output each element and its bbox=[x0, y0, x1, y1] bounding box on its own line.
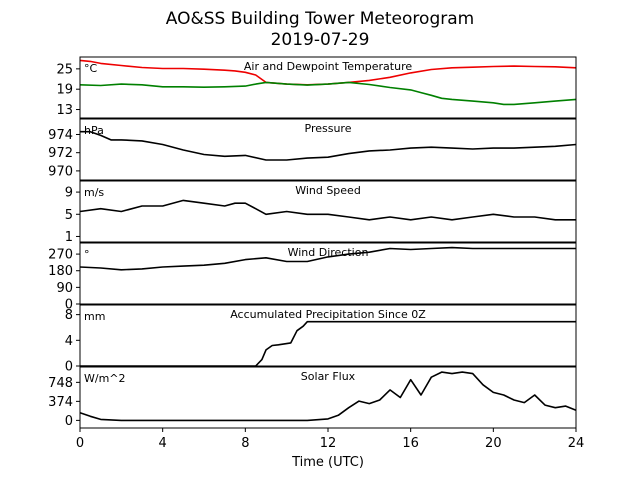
panel-1-ytick-label-0: 970 bbox=[48, 164, 73, 179]
panel-3-ytick-label-3: 270 bbox=[48, 248, 73, 263]
panel-3-frame bbox=[79, 242, 577, 305]
panel-2-ytick-label-2: 9 bbox=[65, 186, 73, 201]
panel-5-ytick-label-1: 374 bbox=[48, 395, 73, 410]
xtick-label-5: 20 bbox=[485, 436, 502, 451]
panel-3-series-0 bbox=[79, 246, 576, 271]
panel-0-ytick-label-2: 25 bbox=[56, 62, 73, 77]
panel-2-unit: m/s bbox=[84, 186, 104, 199]
panel-4-ytick-label-0: 0 bbox=[65, 360, 73, 375]
panel-1-unit: hPa bbox=[84, 124, 104, 137]
panel-0-unit: °C bbox=[84, 62, 98, 75]
chart-title-line1: AO&SS Building Tower Meteorogram bbox=[166, 9, 474, 29]
panel-4-title: Accumulated Precipitation Since 0Z bbox=[230, 308, 426, 321]
chart-title-line2: 2019-07-29 bbox=[271, 30, 370, 50]
panel-1-frame bbox=[79, 118, 577, 181]
x-axis: 0 4 8 12 16 20 24 bbox=[76, 428, 584, 451]
xtick-label-1: 4 bbox=[159, 436, 167, 451]
panel-3-unit: ° bbox=[84, 248, 90, 261]
panel-3-ytick-label-2: 180 bbox=[48, 264, 73, 279]
panel-2-ytick-label-1: 5 bbox=[65, 208, 73, 223]
panel-5-title: Solar Flux bbox=[301, 370, 356, 383]
xtick-label-6: 24 bbox=[568, 436, 585, 451]
panel-2-frame bbox=[79, 180, 577, 243]
panel-2-title: Wind Speed bbox=[295, 184, 361, 197]
panel-5-ytick-label-0: 0 bbox=[65, 414, 73, 429]
panel-2-ytick-label-0: 1 bbox=[65, 230, 73, 245]
panel-5-series-0 bbox=[79, 371, 577, 422]
panel-4-ytick-label-2: 8 bbox=[65, 308, 73, 323]
panel-1-ytick-label-1: 972 bbox=[48, 146, 73, 161]
panel-3-title: Wind Direction bbox=[288, 246, 369, 259]
panel-1-ytick-label-2: 974 bbox=[48, 128, 73, 143]
xtick-label-2: 8 bbox=[241, 436, 249, 451]
panel-5-ytick-label-2: 748 bbox=[48, 376, 73, 391]
panel-4-series-0 bbox=[80, 320, 576, 367]
xtick-label-3: 12 bbox=[320, 436, 337, 451]
panel-1-title: Pressure bbox=[305, 122, 352, 135]
panel-2-series-0 bbox=[79, 199, 576, 221]
panel-0-title: Air and Dewpoint Temperature bbox=[244, 60, 412, 73]
panel-4-frame bbox=[79, 304, 577, 367]
panel-4-ytick-label-1: 4 bbox=[65, 334, 73, 349]
panel-0-series-1 bbox=[79, 81, 577, 106]
panel-4-unit: mm bbox=[84, 310, 105, 323]
panel-0-ytick-label-0: 13 bbox=[56, 103, 73, 118]
xtick-label-0: 0 bbox=[76, 436, 84, 451]
panel-3-ytick-label-0: 0 bbox=[65, 298, 73, 313]
xtick-label-4: 16 bbox=[402, 436, 419, 451]
panel-0-frame bbox=[79, 56, 577, 119]
panel-0-ytick-label-1: 19 bbox=[56, 83, 73, 98]
panel-3-ytick-label-1: 90 bbox=[56, 281, 73, 296]
x-axis-title: Time (UTC) bbox=[291, 455, 364, 470]
panel-1-series-0 bbox=[80, 130, 577, 161]
panel-5-unit: W/m^2 bbox=[84, 372, 126, 385]
